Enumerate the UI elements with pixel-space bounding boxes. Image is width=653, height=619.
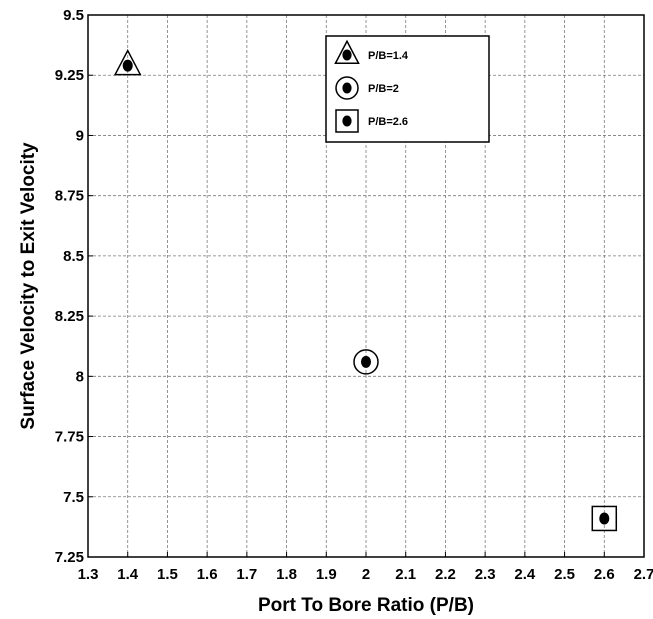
triangle-outline	[113, 48, 142, 76]
x-tick-label: 1.9	[316, 566, 337, 583]
y-tick-label: 8.5	[63, 248, 84, 265]
circle-outline	[335, 76, 359, 100]
triangle-outline	[334, 39, 360, 64]
square-outline	[591, 505, 618, 532]
x-tick-label: 1.4	[117, 566, 139, 583]
y-tick-label: 8	[76, 368, 84, 385]
x-tick-label: 2.5	[554, 566, 575, 583]
point-dot	[360, 355, 372, 368]
x-tick-label: 2.3	[475, 566, 496, 583]
x-tick-label: 1.7	[236, 566, 257, 583]
square-outline	[335, 109, 359, 133]
legend-marker	[335, 109, 359, 133]
point-dot	[342, 49, 352, 61]
point-dot	[342, 115, 352, 127]
point-dot	[599, 512, 610, 525]
x-tick-label: 2.6	[594, 566, 615, 583]
data-point	[113, 48, 142, 76]
x-axis-title: Port To Bore Ratio (P/B)	[258, 595, 474, 616]
circle-outline	[353, 349, 379, 375]
legend-marker	[334, 39, 360, 64]
x-tick-label: 2.2	[435, 566, 456, 583]
x-tick-label: 1.3	[78, 566, 99, 583]
data-point	[591, 505, 618, 532]
y-tick-label: 8.25	[55, 308, 84, 325]
legend-label: P/B=2.6	[368, 116, 408, 128]
y-axis-title: Surface Velocity to Exit Velocity	[18, 142, 39, 430]
x-tick-label: 2	[362, 566, 370, 583]
x-tick-label: 1.8	[276, 566, 297, 583]
y-tick-label: 7.75	[55, 429, 84, 446]
x-tick-label: 2.7	[634, 566, 653, 583]
y-tick-label: 7.5	[63, 489, 84, 506]
x-tick-label: 1.5	[157, 566, 178, 583]
tick-labels: 1.3 1.4 1.5 1.6 1.7 1.8 1.9 2 2.1 2.2 2.3 2.4 2.5 2.6…	[55, 7, 653, 583]
x-tick-label: 2.4	[514, 566, 536, 583]
y-tick-label: 9	[76, 127, 84, 144]
data-point	[353, 349, 379, 375]
legend: P/B=1.4 P/B=2 P/B=2.6	[325, 35, 490, 143]
point-dot	[342, 82, 352, 94]
point-dot	[122, 59, 133, 72]
legend-marker	[335, 76, 359, 100]
y-tick-label: 7.25	[55, 549, 84, 566]
y-tick-label: 8.75	[55, 188, 84, 205]
y-tick-label: 9.5	[63, 7, 84, 24]
y-tick-label: 9.25	[55, 67, 84, 84]
x-tick-label: 1.6	[197, 566, 218, 583]
legend-label: P/B=1.4	[368, 50, 409, 62]
data-markers	[113, 48, 618, 532]
x-tick-label: 2.1	[395, 566, 416, 583]
legend-label: P/B=2	[368, 83, 399, 95]
